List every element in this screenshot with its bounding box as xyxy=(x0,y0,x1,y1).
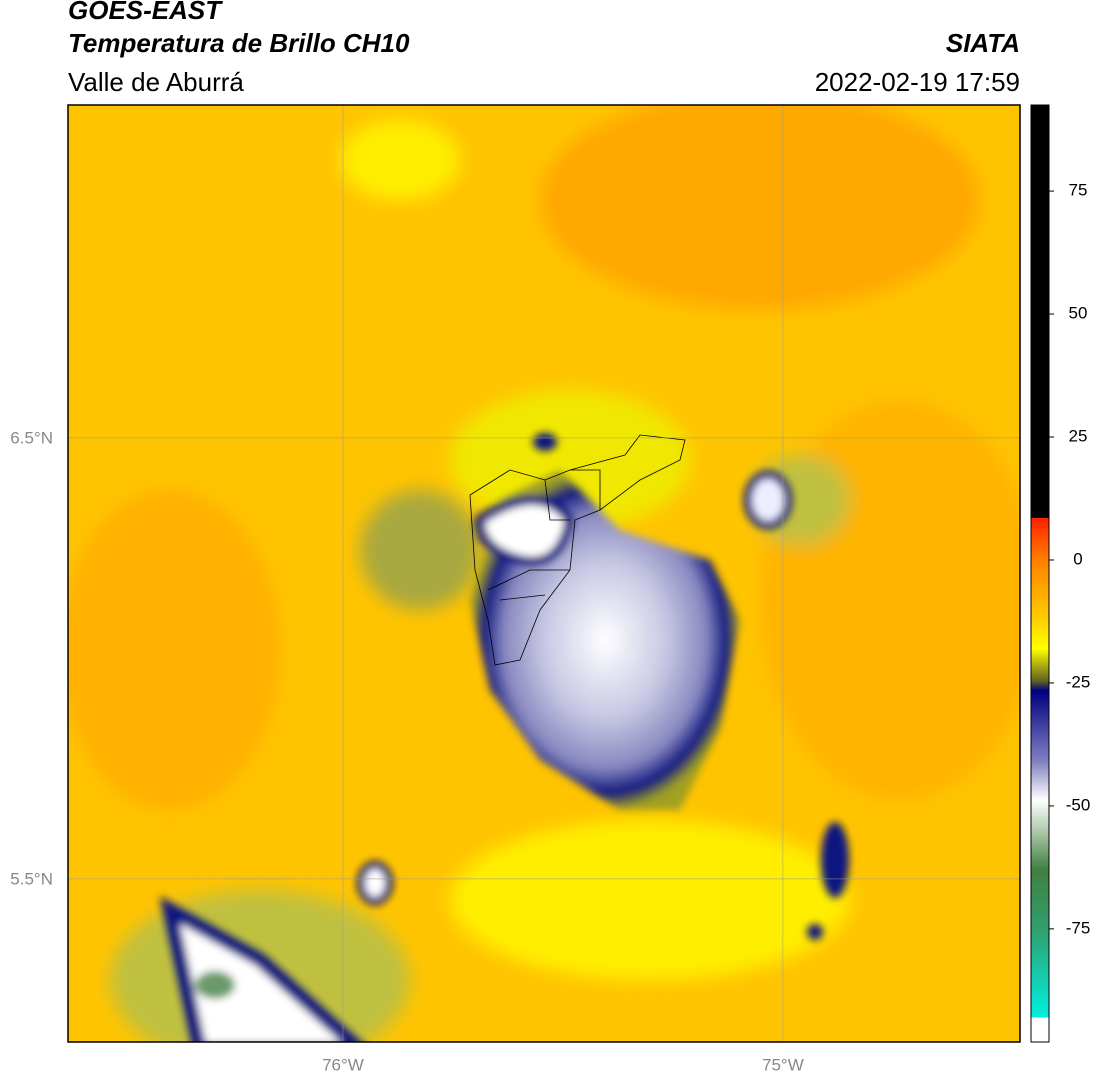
colorbar-tick-label: 25 xyxy=(1069,426,1088,445)
colorbar-tick-label: 0 xyxy=(1073,549,1082,568)
x-tick-label: 75°W xyxy=(762,1055,804,1074)
subtitle: Temperatura de Brillo CH10 xyxy=(68,28,410,58)
region: Valle de Aburrá xyxy=(68,67,244,97)
map-frame xyxy=(67,104,1021,1043)
colorbar-tick-label: 50 xyxy=(1069,304,1088,323)
satellite-image xyxy=(68,105,1020,1042)
y-tick-label: 6.5°N xyxy=(10,428,53,447)
colorbar xyxy=(1030,104,1050,1043)
x-tick-label: 76°W xyxy=(322,1055,364,1074)
municipal-boundaries xyxy=(469,434,686,666)
source: SIATA xyxy=(946,28,1020,58)
title: GOES-EAST xyxy=(68,0,223,25)
graticule xyxy=(68,105,1020,1042)
colorbar-tick-label: 75 xyxy=(1069,181,1088,200)
colorbar-tick-label: -25 xyxy=(1066,672,1091,691)
datetime: 2022-02-19 17:59 xyxy=(815,67,1020,97)
colorbar-tick-label: -75 xyxy=(1066,918,1091,937)
colorbar-tick-label: -50 xyxy=(1066,795,1091,814)
y-tick-label: 5.5°N xyxy=(10,869,53,888)
